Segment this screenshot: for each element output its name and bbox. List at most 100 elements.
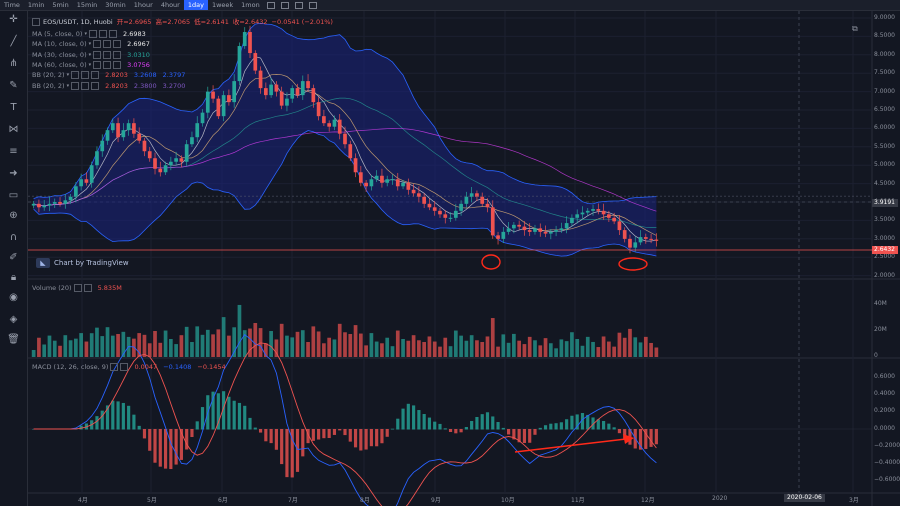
trash-icon[interactable]: 🗑︎ [7, 334, 20, 345]
candle-body [290, 88, 295, 99]
settings-icon[interactable] [308, 1, 317, 9]
drawing-toolbar: ✛ ╱ ⋔ ✎ T ⋈ ≡ ➜ ▭ ⊕ ∩ ✐ 🔒︎ ◉ ◈ 🗑︎ [0, 11, 28, 506]
candle-body [490, 207, 495, 236]
tf-30min[interactable]: 30min [105, 1, 126, 9]
indicator-value: 2.6967 [127, 40, 150, 49]
volume-bar [538, 345, 543, 357]
tf-1day[interactable]: 1day [183, 0, 208, 10]
volume-bar [95, 327, 99, 357]
macd-settings-icon[interactable] [110, 363, 119, 371]
candle-body [364, 182, 368, 187]
maximize-icon[interactable]: ⧉ [852, 24, 858, 33]
macd-histogram-bar [105, 405, 110, 430]
chart-type-icon[interactable] [266, 1, 275, 9]
macd-axis-label: −0.4000 [874, 459, 900, 466]
tf-1mon[interactable]: 1mon [241, 1, 260, 9]
indicator-visibility-icon[interactable] [71, 71, 80, 80]
volume-value: 5.835M [97, 284, 122, 292]
volume-bar [205, 329, 210, 357]
volume-bar [100, 336, 105, 357]
crosshair-icon[interactable]: ✛ [9, 14, 18, 25]
indicator-settings-icon[interactable] [81, 81, 90, 90]
macd-histogram-bar [290, 429, 294, 478]
trendline-icon[interactable]: ╱ [10, 36, 17, 47]
macd-histogram-bar [380, 429, 384, 444]
time-axis-label: 5月 [147, 497, 157, 504]
volume-bar [68, 340, 73, 357]
chevron-down-icon[interactable]: ▾ [88, 61, 92, 68]
volume-bar [74, 338, 78, 357]
candle-body [411, 189, 416, 194]
lock-icon[interactable]: 🔒︎ [10, 272, 17, 283]
zoom-icon[interactable]: ⊕ [9, 210, 18, 221]
indicator-close-icon[interactable] [113, 50, 122, 59]
macd-histogram-bar [459, 429, 463, 433]
indicator-settings-icon[interactable] [99, 30, 107, 38]
indicator-visibility-icon[interactable] [93, 50, 102, 59]
macd-histogram-bar [258, 429, 263, 433]
tf-15min[interactable]: 15min [76, 1, 98, 9]
magnet-icon[interactable]: ∩ [9, 232, 18, 243]
collapse-icon[interactable] [32, 18, 40, 26]
candle-body [343, 133, 347, 145]
low-value: 低=2.6141 [194, 18, 229, 26]
layers-icon[interactable]: ◈ [9, 314, 18, 325]
tf-1week[interactable]: 1week [211, 1, 234, 9]
text-icon[interactable]: T [10, 102, 17, 113]
indicator-close-icon[interactable] [113, 40, 122, 49]
tf-4hour[interactable]: 4hour [160, 1, 180, 9]
tf-1min[interactable]: 1min [27, 1, 45, 9]
pencil-lock-icon[interactable]: ✐ [9, 252, 18, 263]
volume-bar [63, 335, 68, 357]
arrow-icon[interactable]: ➜ [9, 168, 18, 179]
indicator-visibility-icon[interactable] [93, 40, 102, 49]
macd-histogram-bar [195, 421, 199, 430]
time-axis-label: 11月 [571, 497, 585, 504]
brush-icon[interactable]: ✎ [9, 80, 18, 91]
tf-5min[interactable]: 5min [52, 1, 69, 9]
volume-bar [517, 340, 521, 357]
camera-icon[interactable] [294, 1, 303, 9]
indicator-settings-icon[interactable] [103, 50, 112, 59]
chevron-down-icon[interactable]: ▾ [88, 51, 92, 58]
volume-bar [385, 337, 390, 357]
indicator-close-icon[interactable] [91, 71, 100, 80]
macd-histogram-bar [353, 429, 358, 448]
candle-body [633, 242, 638, 248]
indicator-settings-icon[interactable] [81, 71, 90, 80]
indicator-visibility-icon[interactable] [93, 60, 102, 69]
candle-body [232, 81, 237, 103]
indicator-settings-icon[interactable] [103, 40, 112, 49]
tf-time[interactable]: Time [4, 1, 20, 9]
chevron-down-icon[interactable]: ▾ [66, 72, 70, 79]
candle-body [443, 214, 448, 218]
indicator-close-icon[interactable] [109, 30, 117, 38]
chevron-down-icon[interactable]: ▾ [84, 31, 87, 37]
volume-settings-icon[interactable] [73, 284, 82, 292]
ruler-icon[interactable]: ▭ [8, 190, 19, 201]
chart-canvas[interactable] [28, 11, 900, 506]
pattern-icon[interactable]: ⋈ [8, 124, 19, 135]
tradingview-branding[interactable]: ◣ Chart by TradingView [36, 258, 129, 268]
eye-icon[interactable]: ◉ [9, 292, 18, 303]
volume-bar [295, 331, 300, 357]
tf-1hour[interactable]: 1hour [133, 1, 153, 9]
indicator-close-icon[interactable] [91, 81, 100, 90]
indicator-close-icon[interactable] [113, 60, 122, 69]
pitchfork-icon[interactable]: ⋔ [9, 58, 18, 69]
indicator-visibility-icon[interactable] [71, 81, 80, 90]
open-value: 开=2.6965 [116, 18, 152, 26]
volume-close-icon[interactable] [83, 284, 92, 292]
volume-bar [195, 326, 200, 357]
macd-legend: MACD (12, 26, close, 9) 0.0047 −0.1408 −… [32, 362, 226, 372]
chevron-down-icon[interactable]: ▾ [88, 41, 92, 48]
indicator-visibility-icon[interactable] [89, 30, 97, 38]
macd-histogram-bar [501, 427, 505, 430]
indicator-settings-icon[interactable] [103, 60, 112, 69]
indicator-label: MA (10, close, 0) [32, 40, 87, 49]
fib-icon[interactable]: ≡ [9, 146, 18, 157]
chevron-down-icon[interactable]: ▾ [66, 82, 70, 89]
indicators-icon[interactable] [280, 1, 289, 9]
candle-body [427, 203, 432, 208]
macd-close-icon[interactable] [120, 363, 129, 371]
